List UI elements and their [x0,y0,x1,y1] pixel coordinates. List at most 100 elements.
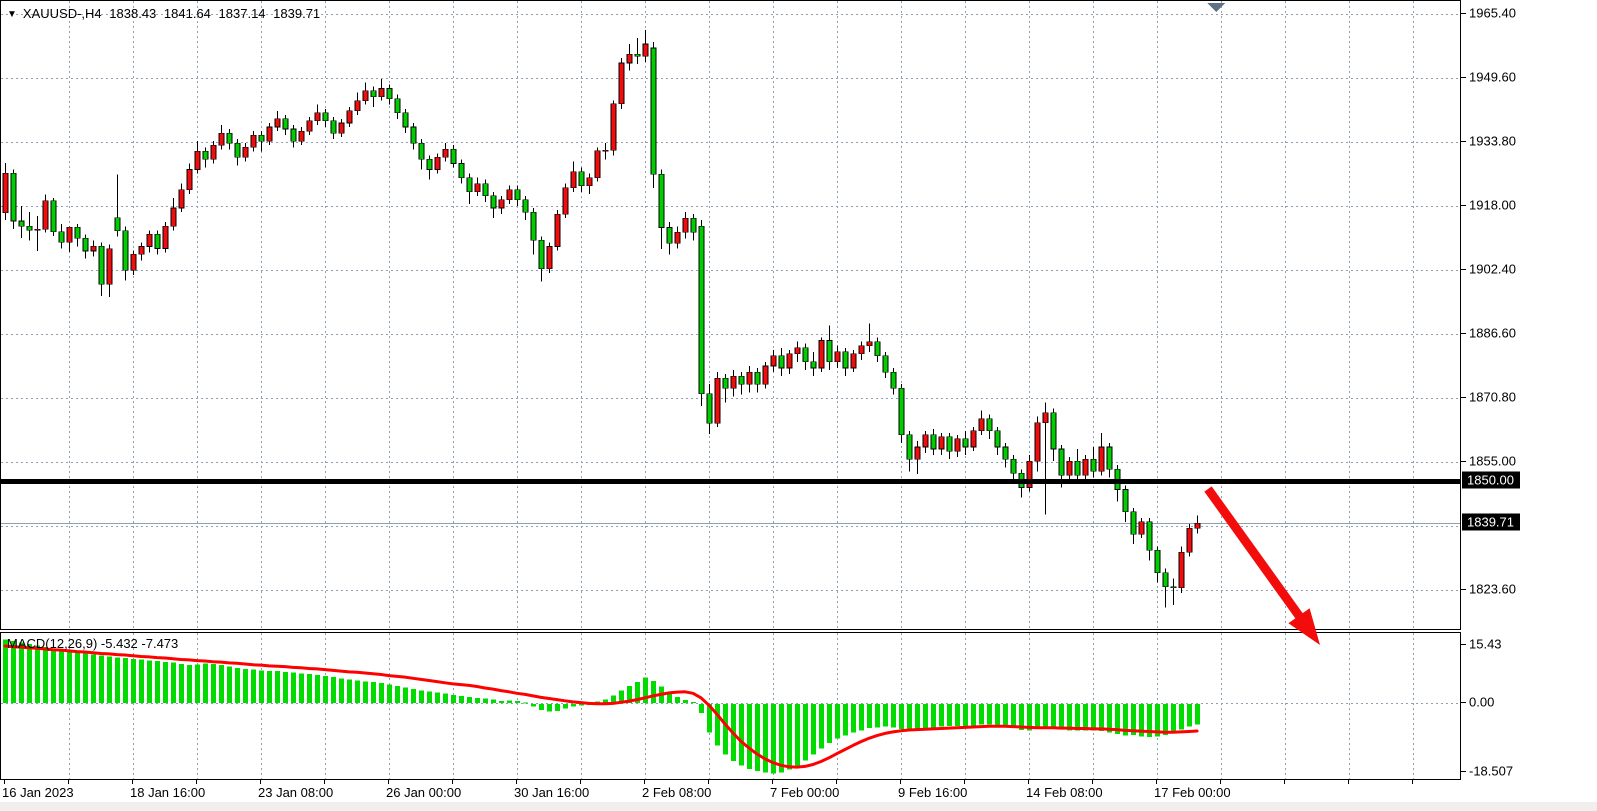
macd-histogram-bar [227,666,232,703]
hline-price-badge: 1850.00 [1462,471,1520,489]
macd-histogram-bar [267,670,272,703]
candlestick [706,393,713,424]
macd-histogram-bar [299,673,304,703]
time-axis-tick [260,780,261,784]
macd-histogram-bar [219,665,224,703]
candlestick [1194,522,1201,529]
candlestick [58,231,65,243]
macd-histogram-bar [835,704,840,739]
candlestick [570,171,577,189]
chart-shift-marker-icon[interactable] [1207,3,1225,12]
candlestick [186,169,193,191]
chart-title: ▼ XAUUSD-,H4 1838.43 1841.64 1837.14 1839… [7,6,324,21]
candlestick [386,88,393,99]
candlestick [1034,422,1041,462]
macd-histogram-bar [171,662,176,703]
candlestick [394,98,401,114]
time-axis-tick [644,780,645,784]
macd-histogram-bar [963,704,968,727]
candlestick [378,88,385,97]
time-axis-tick [1348,780,1349,784]
candlestick [690,217,697,233]
macd-histogram-bar [883,704,888,727]
macd-histogram-bar [459,695,464,703]
macd-histogram-bar [59,649,64,703]
time-axis-tick [68,780,69,784]
time-axis[interactable]: 16 Jan 2023 18 Jan 16:00 23 Jan 08:00 26 Ja… [0,780,1461,802]
macd-histogram-bar [291,672,296,703]
macd-axis-tick [1461,771,1466,773]
symbol-marker-icon: ▼ [7,9,17,20]
macd-histogram-bar [619,690,624,703]
candlestick [778,355,785,369]
candlestick [50,200,57,233]
price-chart-canvas[interactable] [1,1,1460,629]
candlestick [474,183,481,193]
candlestick [1010,458,1017,474]
macd-histogram-bar [387,684,392,703]
candlestick [594,150,601,178]
candlestick [650,47,657,175]
macd-histogram-bar [1115,704,1120,734]
time-axis-tick [964,780,965,784]
horizontal-line-object[interactable] [1,479,1460,484]
candlestick [370,90,377,97]
macd-histogram-bar [483,698,488,703]
macd-histogram-bar [635,682,640,703]
candlestick [506,189,513,201]
candlestick [418,142,425,160]
candlestick [826,340,833,363]
price-axis[interactable]: 1965.40 1949.60 1933.80 1918.00 1902.40 1886.… [1461,0,1597,811]
price-axis-label: 1949.60 [1469,69,1516,85]
macd-histogram-bar [1011,704,1016,728]
candlestick [770,355,777,367]
macd-histogram-bar [163,661,168,703]
macd-histogram-bar [747,704,752,769]
macd-histogram-bar [379,683,384,703]
macd-histogram-bar [403,687,408,703]
time-axis-tick [1092,780,1093,784]
candlestick [1162,572,1169,588]
macd-histogram-bar [1195,704,1200,725]
candlestick [34,228,41,231]
candlestick [842,351,849,369]
macd-histogram-bar [499,700,504,703]
time-axis-tick [580,780,581,784]
candlestick [874,341,881,357]
candlestick [426,159,433,170]
candlestick [74,226,81,239]
candlestick [90,245,97,252]
price-axis-label: 1965.40 [1469,5,1516,21]
candlestick [1178,552,1185,588]
candlestick [618,62,625,105]
candlestick [1058,448,1065,476]
candlestick [82,238,89,252]
time-axis-tick [1412,780,1413,784]
price-axis-tick [1461,269,1466,270]
time-axis-tick [1220,780,1221,784]
macd-histogram-bar [547,704,552,712]
macd-histogram-bar [91,654,96,703]
candlestick [666,227,673,244]
macd-histogram-bar [115,657,120,703]
candlestick [258,134,265,142]
candlestick [930,434,937,450]
candlestick [602,149,609,152]
macd-indicator-panel[interactable] [0,632,1461,780]
candlestick [1042,412,1049,424]
candlestick [914,446,921,460]
candlestick [746,371,753,385]
candlestick [642,43,649,57]
macd-canvas[interactable] [1,633,1460,779]
candlestick [578,171,585,187]
macd-histogram-bar [555,704,560,711]
price-axis-tick [1461,461,1466,462]
candlestick [786,353,793,369]
macd-histogram-bar [563,704,568,709]
price-chart-panel[interactable] [0,0,1461,630]
candlestick [138,246,145,255]
macd-histogram-bar [1139,704,1144,737]
macd-histogram-bar [363,681,368,703]
candlestick [1146,521,1153,551]
candlestick [858,345,865,355]
